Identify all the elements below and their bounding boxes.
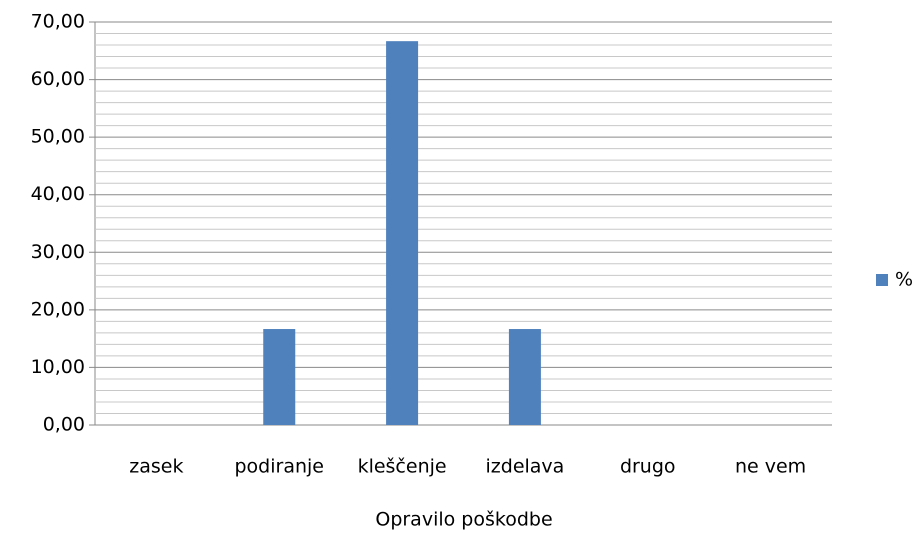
y-tick-label: 40,00	[31, 183, 85, 205]
x-tick-label: podiranje	[235, 456, 325, 478]
y-tick-label: 70,00	[31, 11, 85, 33]
y-tick-label: 20,00	[31, 298, 85, 320]
legend-label: %	[895, 269, 913, 291]
x-tick-label: izdelava	[486, 456, 565, 478]
y-tick-label: 50,00	[31, 126, 85, 148]
x-tick-label: drugo	[620, 456, 676, 478]
legend-swatch	[876, 274, 888, 286]
x-tick-label: kleščenje	[358, 456, 447, 478]
x-tick-label: zasek	[129, 456, 183, 478]
bar	[263, 329, 296, 425]
x-axis-title: Opravilo poškodbe	[375, 509, 552, 531]
bar	[386, 41, 419, 425]
y-tick-label: 10,00	[31, 356, 85, 378]
y-tick-label: 0,00	[43, 414, 85, 436]
y-tick-label: 60,00	[31, 68, 85, 90]
x-tick-label: ne vem	[735, 456, 806, 478]
y-tick-label: 30,00	[31, 241, 85, 263]
bar	[508, 329, 541, 425]
